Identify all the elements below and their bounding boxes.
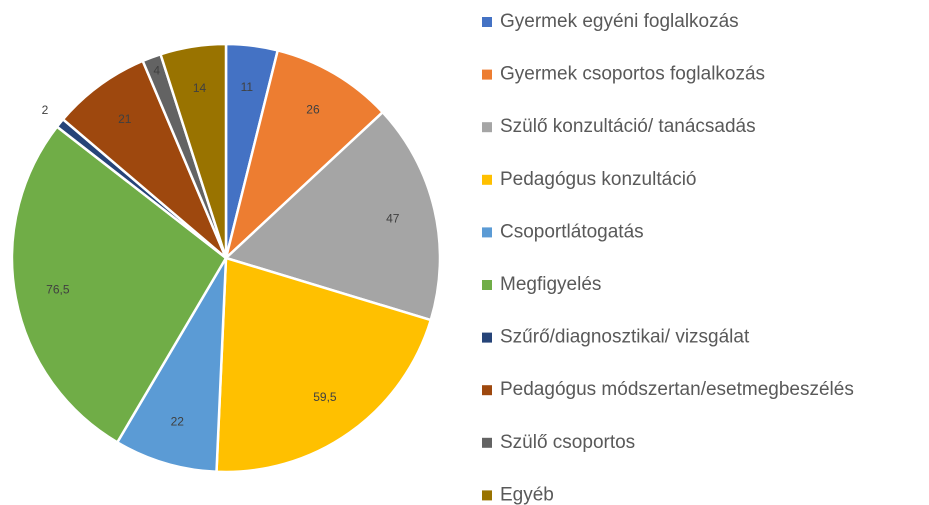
pie-slice bbox=[215, 256, 433, 474]
legend-swatch bbox=[482, 385, 492, 396]
data-label: 2 bbox=[42, 103, 49, 117]
legend-swatch bbox=[482, 227, 492, 238]
legend-label: Szülő konzultáció/ tanácsadás bbox=[500, 116, 756, 137]
legend-swatch bbox=[482, 17, 492, 27]
legend-swatch bbox=[482, 490, 492, 501]
data-label: 59,5 bbox=[313, 390, 337, 404]
data-label: 4 bbox=[153, 64, 160, 78]
data-label: 14 bbox=[193, 81, 207, 95]
legend-label: Pedagógus módszertan/esetmegbeszélés bbox=[500, 379, 854, 400]
pie-slice bbox=[158, 42, 228, 259]
legend-label: Egyéb bbox=[500, 484, 554, 505]
legend-label: Gyermek egyéni foglalkozás bbox=[500, 11, 739, 32]
pie-slice bbox=[115, 257, 228, 474]
data-label: 11 bbox=[241, 80, 254, 94]
pie-slice bbox=[10, 124, 228, 445]
data-label: 21 bbox=[118, 112, 132, 126]
legend-swatch bbox=[482, 280, 492, 290]
legend-label: Csoportlátogatás bbox=[500, 221, 644, 242]
pie-slice bbox=[223, 48, 385, 262]
data-label: 76,5 bbox=[46, 282, 70, 296]
legend-swatch bbox=[482, 332, 492, 343]
legend-label: Gyermek csoportos foglalkozás bbox=[500, 64, 765, 85]
legend-label: Pedagógus konzultáció bbox=[500, 169, 696, 190]
legend-label: Szülő csoportos bbox=[500, 432, 635, 453]
legend-swatch bbox=[482, 174, 492, 185]
pie-slice bbox=[61, 59, 228, 259]
legend-label: Megfigyelés bbox=[500, 274, 601, 295]
pie-slice bbox=[223, 110, 442, 322]
data-label: 22 bbox=[171, 414, 185, 428]
data-label: 26 bbox=[306, 103, 320, 117]
data-label: 47 bbox=[386, 212, 400, 226]
legend-label: Szűrő/diagnosztikai/ vizsgálat bbox=[500, 327, 750, 348]
legend-swatch bbox=[482, 122, 492, 133]
legend-swatch bbox=[482, 437, 492, 448]
legend-swatch bbox=[482, 69, 492, 80]
